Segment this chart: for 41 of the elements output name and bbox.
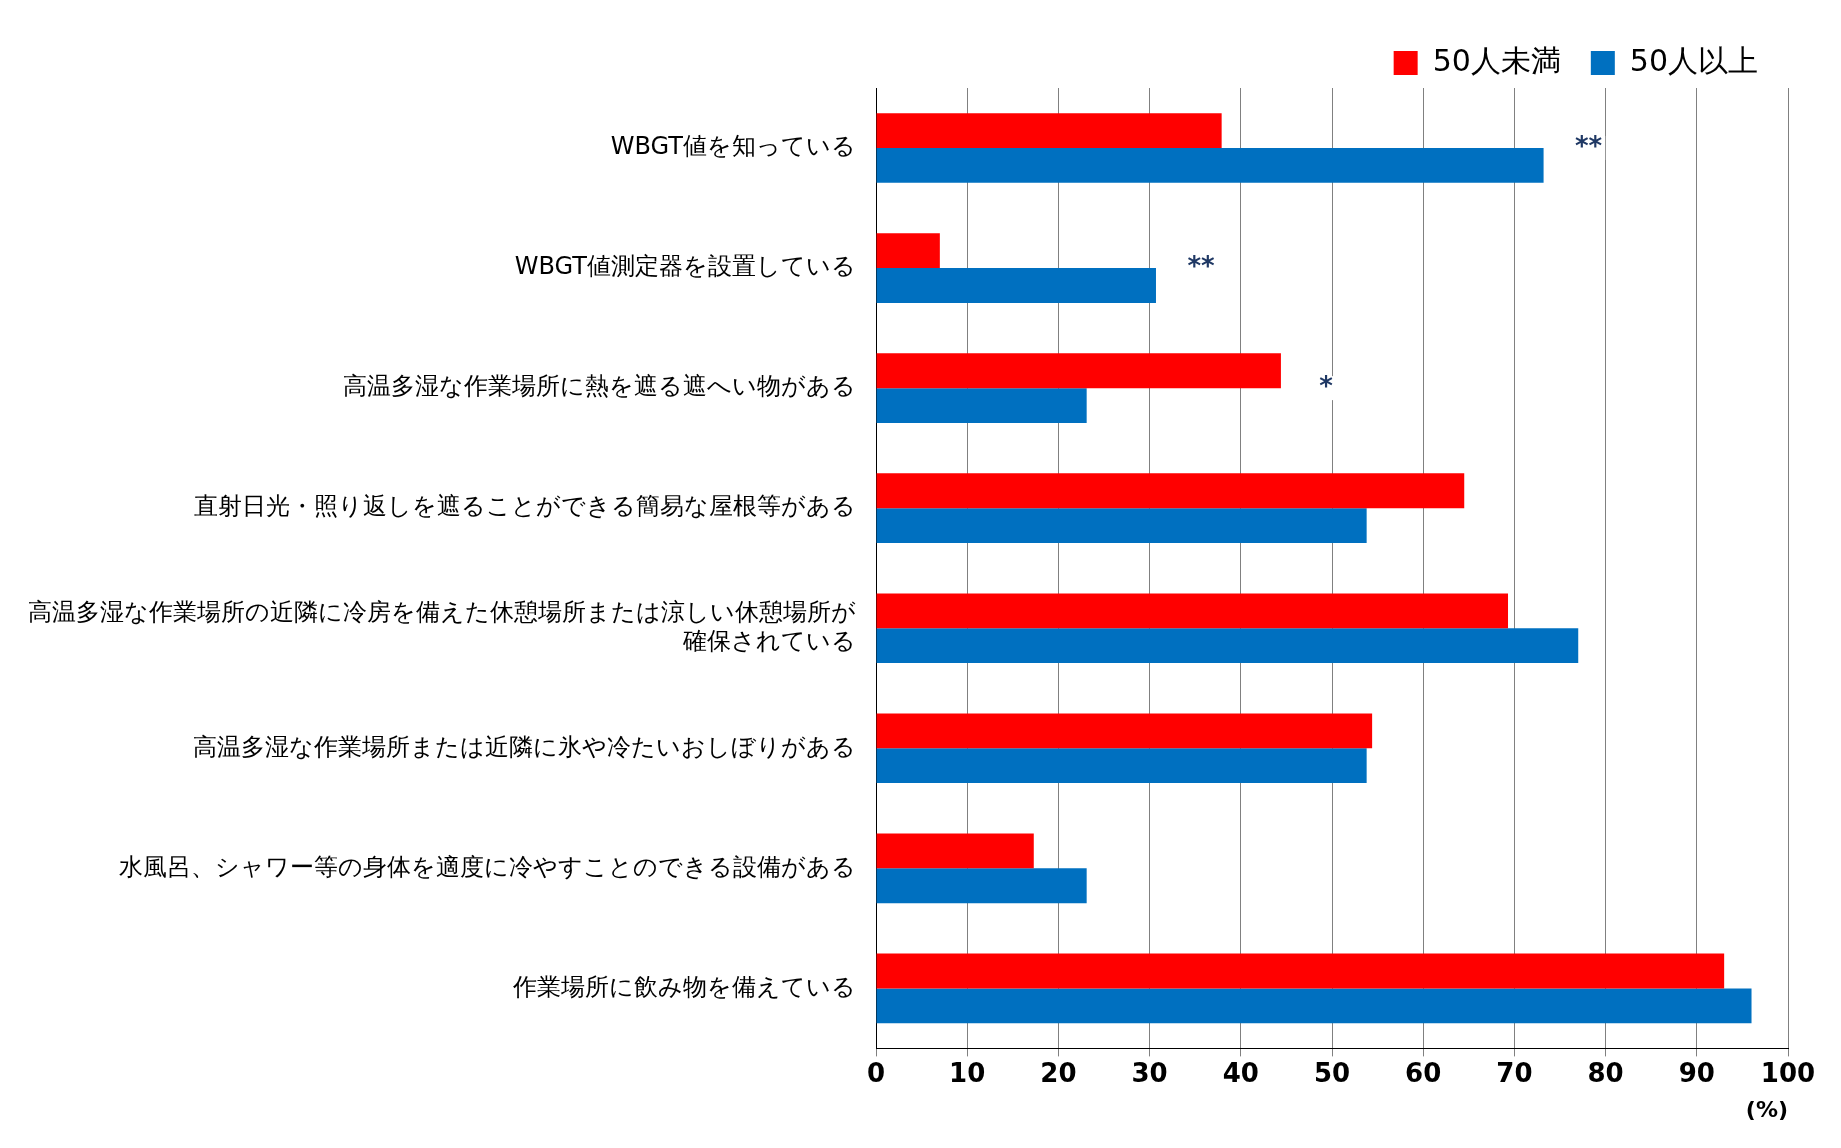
y-tick-label: WBGT値を知っている xyxy=(610,132,856,161)
y-tick-label: 直射日光・照り返しを遮ることができる簡易な屋根等がある xyxy=(194,492,856,521)
x-tick-label: 30 xyxy=(1131,1057,1168,1088)
bar xyxy=(876,268,1156,303)
x-tick-label: 0 xyxy=(866,1057,886,1088)
bar xyxy=(876,148,1544,183)
legend-label: 50人未満 xyxy=(1432,42,1561,78)
legend-label: 50人以上 xyxy=(1629,42,1759,78)
x-tick-label: 20 xyxy=(1040,1057,1077,1088)
bar xyxy=(876,353,1281,389)
annotation: ** xyxy=(1187,250,1215,281)
y-tick-label: 高温多湿な作業場所または近隣に氷や冷たいおしぼりがある xyxy=(193,732,856,761)
bar xyxy=(876,113,1222,149)
x-axis-title: (%) xyxy=(1745,1096,1788,1122)
bar xyxy=(876,833,1034,869)
x-tick-label: 70 xyxy=(1496,1057,1533,1088)
bar xyxy=(876,748,1367,784)
bar xyxy=(876,868,1087,904)
bar xyxy=(876,473,1465,509)
x-tick-label: 40 xyxy=(1222,1057,1259,1088)
annotation: ** xyxy=(1574,130,1603,161)
x-tick-label: 100 xyxy=(1760,1057,1816,1088)
bar xyxy=(876,713,1373,749)
x-tick-label: 50 xyxy=(1313,1057,1351,1088)
y-tick-label: 高温多湿な作業場所の近隣に冷房を備えた休憩場所または涼しい休憩場所が確保されている xyxy=(28,598,856,655)
bar xyxy=(876,508,1367,543)
bar xyxy=(876,953,1725,989)
x-tick-label: 80 xyxy=(1587,1057,1624,1088)
y-tick-label: WBGT値測定器を設置している xyxy=(514,252,856,281)
bar xyxy=(876,233,940,269)
x-tick-label: 10 xyxy=(949,1057,986,1088)
y-tick-label: 高温多湿な作業場所に熱を遮る遮へい物がある xyxy=(343,372,856,401)
annotation: * xyxy=(1319,370,1334,401)
x-tick-label: 90 xyxy=(1678,1057,1715,1088)
x-tick-label: 60 xyxy=(1405,1057,1442,1088)
bar xyxy=(876,988,1752,1024)
bar xyxy=(876,593,1509,629)
bar xyxy=(876,628,1579,664)
y-tick-label: 水風呂、シャワー等の身体を適度に冷やすことのできる設備がある xyxy=(119,852,856,881)
bar xyxy=(876,388,1087,423)
y-tick-label: 作業場所に飲み物を備えている xyxy=(512,972,856,1001)
